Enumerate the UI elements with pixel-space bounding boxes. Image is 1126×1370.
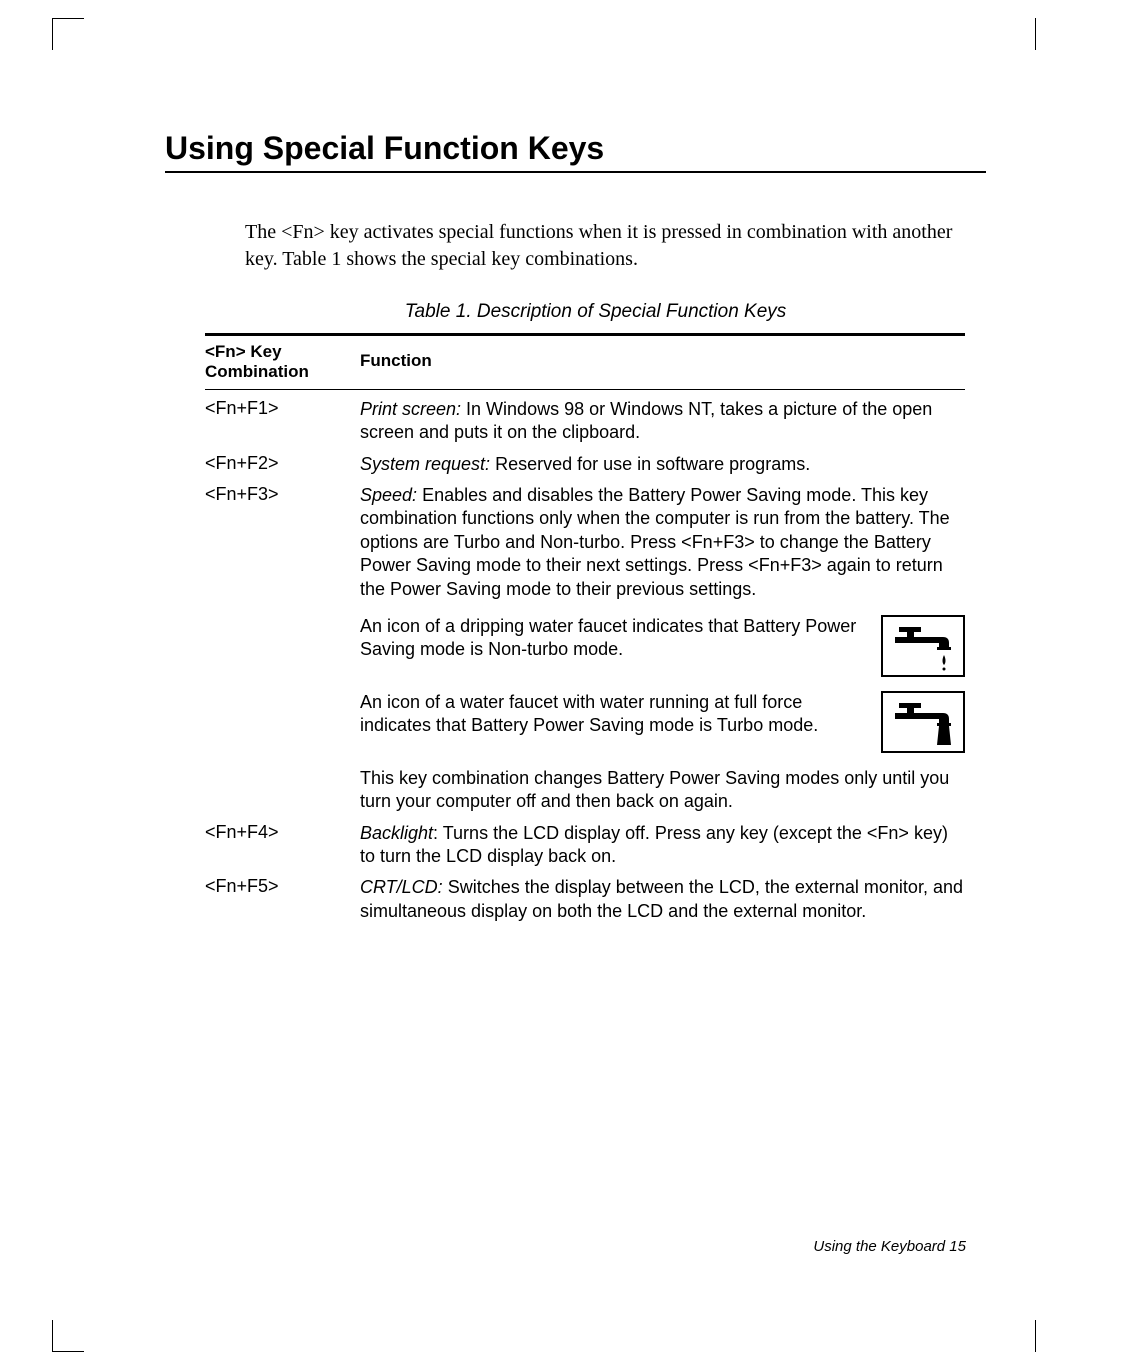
header-function: Function	[360, 342, 965, 383]
function-text: Enables and disables the Battery Power S…	[360, 485, 950, 599]
function-key-table: <Fn> Key Combination Function <Fn+F1> Pr…	[205, 333, 965, 923]
page-title: Using Special Function Keys	[165, 130, 986, 167]
key-combo: <Fn+F1>	[205, 398, 360, 445]
function-label: Speed:	[360, 485, 417, 505]
table-row: <Fn+F1> Print screen: In Windows 98 or W…	[205, 390, 965, 445]
icon-description: An icon of a dripping water faucet indic…	[360, 615, 881, 677]
function-label: CRT/LCD:	[360, 877, 443, 897]
table-row: <Fn+F2> System request: Reserved for use…	[205, 445, 965, 476]
faucet-flow-icon	[881, 691, 965, 753]
table-header-row: <Fn> Key Combination Function	[205, 336, 965, 390]
table-caption: Table 1. Description of Special Function…	[205, 301, 986, 323]
icon-description-row: An icon of a water faucet with water run…	[360, 677, 965, 753]
icon-description: An icon of a water faucet with water run…	[360, 691, 881, 753]
function-label: System request:	[360, 454, 490, 474]
function-text: : Turns the LCD display off. Press any k…	[360, 823, 948, 866]
page-footer: Using the Keyboard 15	[813, 1238, 966, 1255]
table-row: <Fn+F5> CRT/LCD: Switches the display be…	[205, 868, 965, 923]
header-line1: <Fn> Key	[205, 342, 282, 361]
header-line2: Combination	[205, 362, 309, 381]
function-label: Backlight	[360, 823, 433, 843]
note-row: This key combination changes Battery Pow…	[360, 753, 965, 814]
key-combo: <Fn+F2>	[205, 453, 360, 476]
title-rule	[165, 171, 986, 173]
icon-description-row: An icon of a dripping water faucet indic…	[360, 601, 965, 677]
function-text: Reserved for use in software programs.	[490, 454, 810, 474]
page-content: Using Special Function Keys The <Fn> key…	[0, 0, 1126, 983]
note-text: This key combination changes Battery Pow…	[360, 767, 965, 814]
key-combo: <Fn+F5>	[205, 876, 360, 923]
crop-mark	[52, 18, 84, 50]
function-description: Backlight: Turns the LCD display off. Pr…	[360, 822, 965, 869]
function-text: Switches the display between the LCD, th…	[360, 877, 963, 920]
function-description: System request: Reserved for use in soft…	[360, 453, 965, 476]
table-row: <Fn+F3> Speed: Enables and disables the …	[205, 476, 965, 814]
key-combo: <Fn+F4>	[205, 822, 360, 869]
key-combo: <Fn+F3>	[205, 484, 360, 814]
header-key-combination: <Fn> Key Combination	[205, 342, 360, 383]
crop-mark	[52, 1320, 84, 1352]
table-row: <Fn+F4> Backlight: Turns the LCD display…	[205, 814, 965, 869]
crop-mark	[1035, 18, 1036, 50]
function-description: Speed: Enables and disables the Battery …	[360, 484, 965, 814]
crop-mark	[1035, 1320, 1036, 1352]
function-description: Print screen: In Windows 98 or Windows N…	[360, 398, 965, 445]
faucet-drip-icon	[881, 615, 965, 677]
function-description: CRT/LCD: Switches the display between th…	[360, 876, 965, 923]
function-label: Print screen:	[360, 399, 461, 419]
intro-paragraph: The <Fn> key activates special functions…	[245, 219, 986, 273]
